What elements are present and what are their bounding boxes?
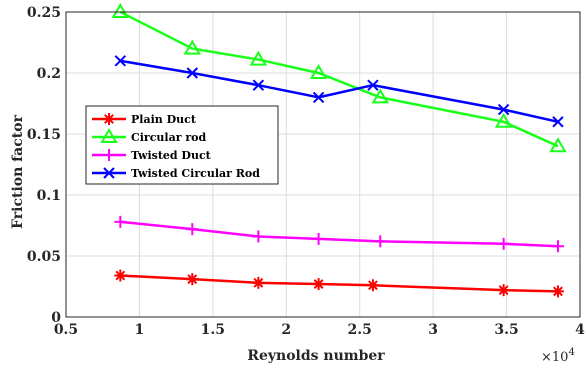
data-point-plain-duct (186, 273, 199, 286)
data-point-twisted-duct (312, 232, 325, 245)
marker-stroke (553, 286, 563, 297)
legend-label-plain-duct: Plain Duct (131, 113, 197, 126)
data-point-circular-rod (494, 112, 513, 128)
y-tick-label: 0.15 (27, 127, 61, 143)
data-point-circular-rod (549, 137, 567, 153)
data-point-twisted-circular-rod (312, 91, 325, 104)
legend-marker-twisted-duct (103, 149, 115, 161)
marker-shape (111, 3, 130, 18)
marker-stroke (368, 280, 378, 291)
data-point-plain-duct (551, 285, 564, 298)
data-point-plain-duct (366, 279, 379, 292)
plot-frame (65, 11, 581, 318)
x-axis-multiplier-exponent: 4 (568, 347, 574, 358)
axes (65, 11, 581, 318)
data-point-twisted-duct (374, 235, 387, 248)
data-point-twisted-duct (186, 223, 199, 236)
marker-stroke (252, 79, 265, 91)
series-twisted-duct (114, 215, 564, 253)
marker-stroke (498, 285, 509, 296)
data-point-circular-rod (183, 39, 202, 55)
data-point-twisted-circular-rod (114, 55, 127, 67)
marker-stroke (313, 279, 324, 289)
marker-shape (183, 39, 202, 55)
legend-label-twisted-duct: Twisted Duct (131, 149, 212, 162)
data-point-plain-duct (312, 278, 325, 291)
data-point-circular-rod (309, 64, 328, 79)
x-tick-label: 4 (575, 322, 585, 338)
marker-shape (549, 137, 567, 153)
data-point-twisted-circular-rod (497, 103, 510, 116)
data-point-plain-duct (497, 284, 510, 297)
y-tick-label: 0 (51, 310, 61, 326)
x-tick-label: 3 (428, 322, 438, 338)
data-point-twisted-circular-rod (552, 116, 564, 128)
marker-stroke (552, 116, 564, 128)
marker-stroke (253, 277, 264, 288)
y-axis-label: Friction factor (10, 114, 26, 229)
data-point-twisted-circular-rod (186, 67, 199, 79)
series-plain-duct (114, 269, 564, 298)
marker-stroke (115, 270, 126, 281)
marker-shape (371, 88, 390, 104)
legend-marker-twisted-circular-rod (103, 167, 115, 179)
y-tick-label: 0.2 (37, 66, 61, 82)
legend-marker-circular-rod (100, 128, 118, 143)
data-point-plain-duct (114, 269, 127, 282)
series-line-circular-rod (119, 10, 559, 148)
marker-shape (249, 50, 268, 66)
data-point-twisted-duct (551, 240, 564, 253)
x-tick-label: 1 (135, 322, 145, 338)
data-point-circular-rod (249, 50, 268, 66)
marker-stroke (367, 79, 379, 91)
tick-labels: 0.5 1 1.5 2 2.5 3 3.5 4 0 0.05 0.1 0.15 0.2 0.25 (27, 5, 585, 338)
series-twisted-circular-rod (114, 55, 564, 128)
marker-stroke (114, 55, 127, 67)
y-tick-label: 0.1 (37, 188, 61, 204)
x-tick-label: 1.5 (201, 322, 225, 338)
x-axis-multiplier-base: ×10 (541, 350, 568, 365)
marker-stroke (187, 274, 198, 285)
series-line-plain-duct (120, 274, 558, 293)
data-point-twisted-duct (114, 215, 127, 228)
data-point-twisted-circular-rod (252, 79, 265, 91)
marker-shape (100, 128, 118, 143)
data-point-circular-rod (111, 3, 130, 18)
data-point-circular-rod (371, 88, 390, 104)
x-axis-label: Reynolds number (247, 348, 385, 364)
marker-stroke (104, 114, 114, 124)
y-tick-label: 0.05 (27, 249, 61, 265)
x-tick-label: 0.5 (54, 322, 78, 338)
series-line-twisted-duct (120, 220, 559, 248)
marker-stroke (186, 67, 199, 79)
series-layer (111, 3, 567, 298)
x-tick-label: 2.5 (348, 322, 372, 338)
legend: Plain Duct Circular rod Twisted Duct Twiste… (85, 105, 279, 185)
marker-stroke (103, 167, 115, 179)
marker-shape (494, 112, 513, 128)
data-point-twisted-circular-rod (367, 79, 379, 91)
x-tick-label: 2 (281, 322, 291, 338)
marker-stroke (312, 91, 325, 104)
marker-stroke (497, 103, 510, 116)
legend-marker-plain-duct (103, 113, 115, 125)
data-point-plain-duct (252, 276, 265, 289)
legend-label-twisted-circular-rod: Twisted Circular Rod (131, 167, 260, 180)
x-axis-multiplier: ×104 (541, 347, 575, 365)
series-circular-rod (111, 3, 567, 153)
marker-shape (309, 64, 328, 79)
legend-label-circular-rod: Circular rod (131, 131, 206, 144)
data-point-twisted-duct (497, 237, 510, 250)
data-point-twisted-duct (252, 230, 265, 243)
y-tick-label: 0.25 (27, 5, 61, 21)
x-tick-label: 3.5 (494, 322, 518, 338)
